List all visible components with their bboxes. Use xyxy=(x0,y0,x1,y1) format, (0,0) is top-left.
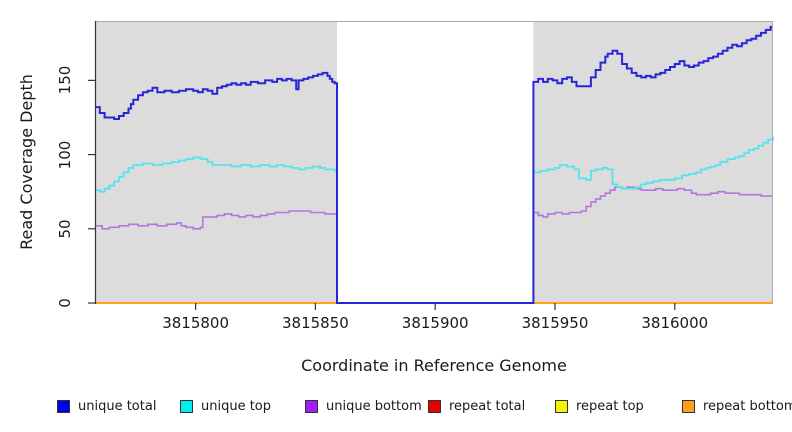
series-unique-total xyxy=(95,25,773,304)
unique-top-swatch-icon xyxy=(180,399,193,413)
y-tick-label: 50 xyxy=(56,219,74,239)
x-tick-label: 3815850 xyxy=(282,314,349,332)
legend-item-unique-bottom: unique bottom xyxy=(305,397,422,415)
x-tick-label: 3815800 xyxy=(162,314,230,332)
series-unique-top xyxy=(95,136,774,304)
x-tick-label: 3815950 xyxy=(521,314,589,332)
repeat-total-swatch-icon xyxy=(428,399,441,413)
unique-total-swatch-icon xyxy=(57,399,70,413)
x-tick-label: 3815900 xyxy=(401,314,469,332)
series-unique-bottom xyxy=(95,186,773,304)
legend-label: repeat bottom xyxy=(703,398,792,414)
legend-item-repeat-total: repeat total xyxy=(428,397,525,415)
y-tick-label: 100 xyxy=(56,140,74,169)
legend-label: unique total xyxy=(78,398,157,414)
x-axis-title: Coordinate in Reference Genome xyxy=(301,356,567,375)
legend-label: unique top xyxy=(201,398,272,414)
legend-item-unique-total: unique total xyxy=(57,397,156,415)
legend-label: unique bottom xyxy=(326,398,422,414)
repeat-bottom-swatch-icon xyxy=(682,399,695,413)
legend-item-repeat-top: repeat top xyxy=(555,397,644,415)
chart-legend: unique total unique top unique bottom re… xyxy=(0,397,792,417)
x-tick-label: 3816000 xyxy=(641,314,709,332)
legend-label: repeat total xyxy=(449,398,526,414)
repeat-top-swatch-icon xyxy=(555,399,568,413)
y-axis-title: Read Coverage Depth xyxy=(17,74,36,250)
y-tick-label: 0 xyxy=(56,298,74,308)
legend-label: repeat top xyxy=(576,398,644,414)
masked-region xyxy=(336,21,534,303)
y-tick-label: 150 xyxy=(56,66,74,95)
legend-item-unique-top: unique top xyxy=(180,397,271,415)
unique-bottom-swatch-icon xyxy=(305,399,318,413)
legend-item-repeat-bottom: repeat bottom xyxy=(682,397,792,415)
